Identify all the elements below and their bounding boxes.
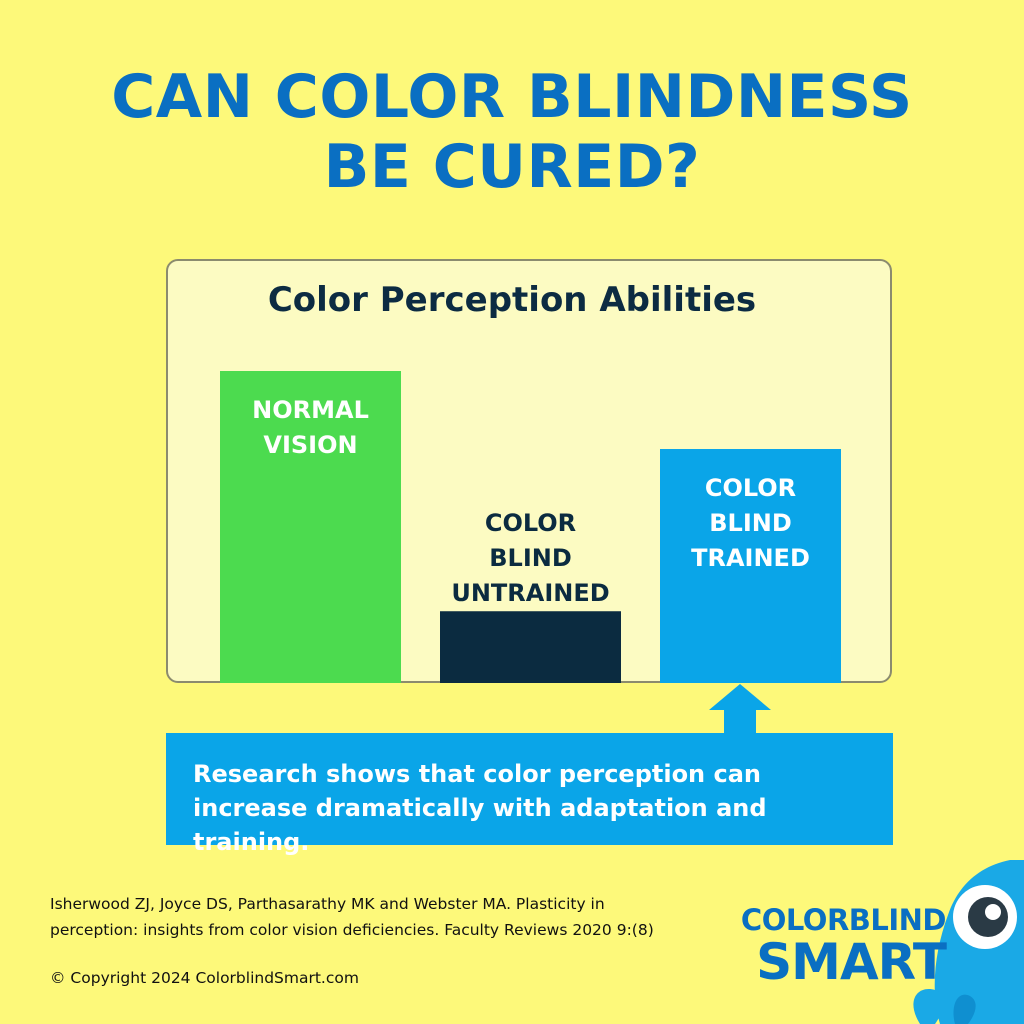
callout-text: Research shows that color perception can… xyxy=(193,760,767,856)
bar-3 xyxy=(660,449,841,683)
bar-2-label-line-1: COLOR xyxy=(485,509,576,537)
headline-line-2: BE CURED? xyxy=(323,132,701,202)
citation-text: Isherwood ZJ, Joyce DS, Parthasarathy MK… xyxy=(50,895,654,939)
bar-1-label-line-1: NORMAL xyxy=(252,396,369,424)
bar-3-label-line-1: COLOR xyxy=(705,474,796,502)
bar-1 xyxy=(220,371,401,683)
chart-title: Color Perception Abilities xyxy=(267,280,757,320)
bar-3-label-line-2: BLIND xyxy=(709,509,792,537)
brand-logo: COLORBLIND SMART xyxy=(736,903,947,991)
bar-2-label-line-2: BLIND xyxy=(489,544,572,572)
brand-line-2: SMART xyxy=(756,933,947,991)
brand-line-1: COLORBLIND xyxy=(740,903,947,937)
callout-arrow-shaft xyxy=(724,706,756,738)
copyright-text: © Copyright 2024 ColorblindSmart.com xyxy=(50,969,359,987)
bar-2-label-line-3: UNTRAINED xyxy=(451,579,609,607)
bar-3-label-line-3: TRAINED xyxy=(691,544,810,572)
callout-arrow-head xyxy=(709,684,771,710)
callout-box: Research shows that color perception can… xyxy=(166,733,893,856)
page-headline: CAN COLOR BLINDNESS BE CURED? xyxy=(0,62,1024,202)
headline-line-1: CAN COLOR BLINDNESS xyxy=(111,62,913,132)
bar-1-label-line-2: VISION xyxy=(263,431,357,459)
bar-2 xyxy=(440,611,621,683)
